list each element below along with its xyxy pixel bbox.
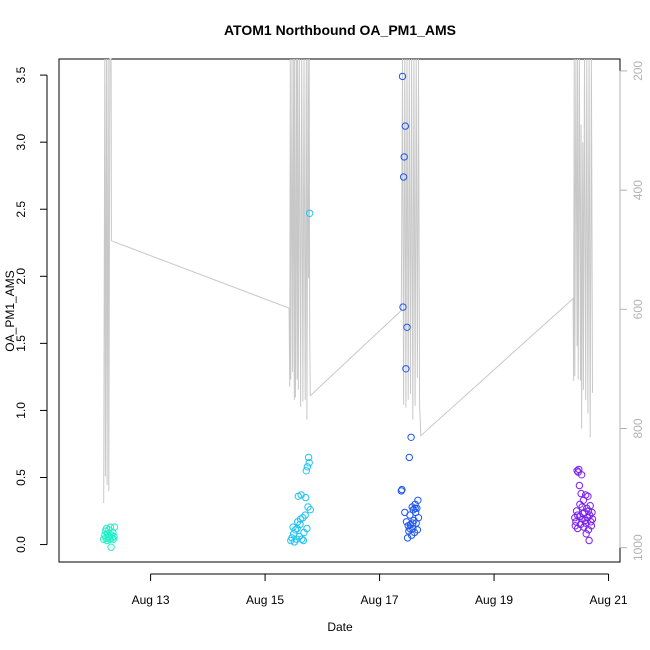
data-point-series-3 (405, 453, 413, 462)
data-point-series-4 (573, 511, 582, 519)
data-point-series-2 (302, 467, 310, 475)
data-point-series-1 (110, 532, 118, 541)
y-tick-label: 0.5 (14, 469, 28, 486)
data-point-series-4 (577, 489, 585, 498)
data-point-series-3 (398, 72, 407, 81)
y-tick-label: 1.0 (14, 402, 28, 419)
data-point-series-3 (414, 496, 422, 504)
data-point-series-2 (291, 526, 300, 534)
data-point-series-2 (288, 534, 296, 542)
data-point-series-4 (588, 515, 597, 523)
y2-tick-label: 800 (631, 418, 645, 438)
data-point-series-2 (305, 459, 313, 467)
x-tick-label: Aug 17 (361, 593, 399, 607)
data-point-series-3 (414, 514, 423, 522)
x-tick-label: Aug 21 (590, 593, 628, 607)
data-point-series-4 (576, 500, 584, 508)
x-axis-label: Date (327, 620, 353, 634)
data-point-series-3 (407, 433, 415, 441)
data-point-series-2 (298, 535, 306, 543)
data-point-series-2 (306, 506, 314, 514)
data-point-series-3 (401, 122, 409, 130)
y-axis-label: OA_PM1_AMS (3, 270, 17, 351)
y-tick-label: 1.5 (14, 335, 28, 352)
y-axis: 0.0 0.5 1.0 1.5 2.0 2.5 3.0 3.5 (14, 66, 48, 553)
x-tick-label: Aug 15 (246, 593, 284, 607)
data-point-series-4 (573, 467, 581, 475)
y-tick-label: 3.5 (14, 66, 28, 83)
data-point-series-3 (413, 526, 422, 534)
data-point-series-4 (582, 530, 590, 538)
data-point-series-4 (586, 502, 594, 510)
data-point-series-2 (293, 524, 301, 533)
data-point-series-4 (584, 507, 593, 515)
data-point-series-4 (582, 491, 590, 499)
plot-frame (58, 58, 621, 563)
data-point-series-3 (411, 504, 419, 512)
data-point-series-3 (400, 153, 408, 161)
x-tick-label: Aug 13 (132, 593, 170, 607)
data-point-series-2 (303, 524, 311, 533)
y-tick-label: 2.0 (14, 268, 28, 285)
data-point-series-3 (403, 323, 411, 331)
overlay-line-layer (103, 58, 593, 504)
scatter-points-layer (100, 72, 597, 551)
y2-tick-label: 1000 (631, 534, 645, 561)
data-point-series-2 (304, 453, 313, 462)
data-point-series-1 (108, 534, 116, 542)
data-point-series-2 (296, 515, 305, 523)
data-point-series-3 (398, 485, 406, 494)
data-point-series-3 (402, 365, 410, 373)
data-point-series-3 (406, 524, 414, 533)
y-tick-label: 2.5 (14, 201, 28, 218)
chart-title: ATOM1 Northbound OA_PM1_AMS (224, 22, 456, 38)
y2-tick-label: 400 (631, 180, 645, 200)
y2-tick-label: 600 (631, 299, 645, 319)
x-tick-label: Aug 19 (475, 593, 513, 607)
x-axis: Aug 13 Aug 15 Aug 17 Aug 19 Aug 21 (132, 573, 628, 607)
overlay-series-line (103, 58, 593, 504)
data-point-series-2 (299, 536, 308, 545)
data-point-series-1 (110, 523, 119, 531)
data-point-series-2 (306, 209, 314, 218)
data-point-series-2 (303, 463, 312, 471)
data-point-series-4 (584, 492, 592, 500)
data-point-series-4 (572, 507, 581, 515)
data-point-series-4 (575, 481, 584, 490)
y2-axis: 200 400 600 800 1000 (619, 61, 645, 561)
y2-tick-label: 200 (631, 61, 645, 81)
data-point-series-3 (409, 524, 417, 533)
data-point-series-3 (399, 303, 407, 311)
y-tick-label: 0.0 (14, 536, 28, 553)
data-point-series-2 (301, 511, 309, 519)
data-point-series-4 (585, 536, 593, 545)
data-point-series-4 (582, 519, 590, 527)
data-point-series-1 (109, 535, 118, 543)
y-tick-label: 3.0 (14, 133, 28, 150)
data-point-series-2 (302, 493, 310, 502)
data-point-series-1 (107, 543, 115, 551)
data-point-series-4 (577, 471, 586, 479)
data-point-series-3 (399, 173, 408, 181)
